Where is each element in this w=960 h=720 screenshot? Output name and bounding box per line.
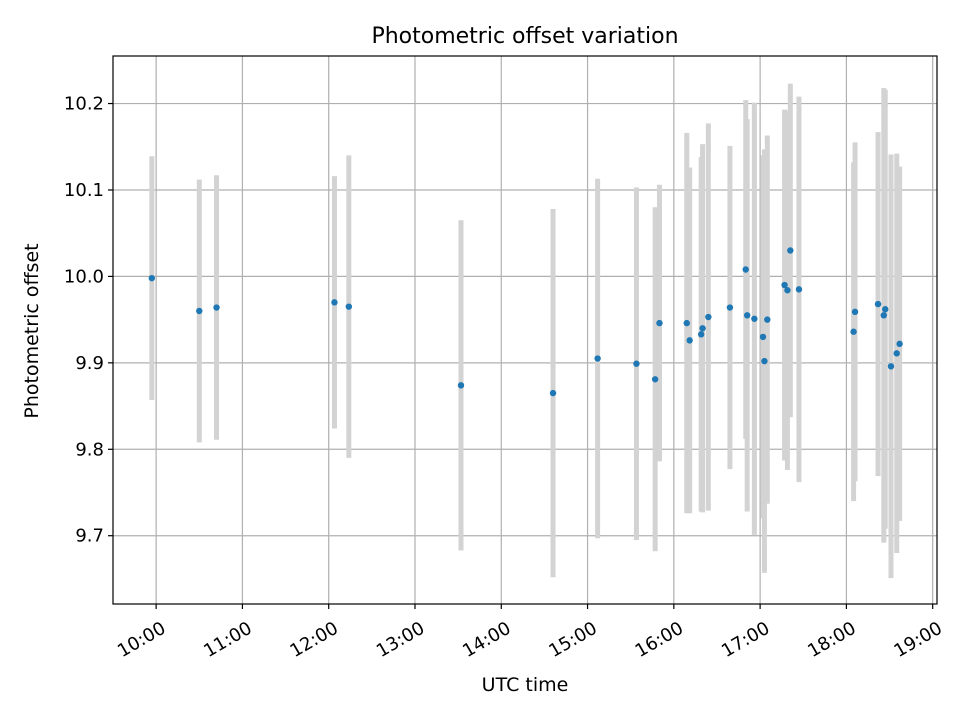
data-point <box>874 300 882 308</box>
data-point <box>787 247 794 254</box>
data-point <box>213 304 220 311</box>
data-point <box>345 303 353 310</box>
grid <box>113 56 937 604</box>
data-point <box>893 350 900 357</box>
data-point <box>331 299 338 306</box>
data-point <box>795 286 803 293</box>
y-tick-label: 9.8 <box>75 439 104 460</box>
data-point <box>594 355 601 362</box>
data-point <box>781 281 788 289</box>
data-point <box>683 319 690 327</box>
y-tick-label: 10.0 <box>64 266 104 287</box>
data-point <box>742 266 749 273</box>
x-tick-label: 17:00 <box>718 618 773 662</box>
data-point <box>697 331 705 338</box>
axis-ticks: 10:00 11:00 12:00 13:00 14:00 15:00 16:00 17:00… <box>64 94 946 662</box>
x-tick-label: 19:00 <box>891 618 946 662</box>
data-point <box>850 328 857 335</box>
data-point <box>651 376 659 383</box>
data-point <box>196 307 203 315</box>
x-tick-label: 11:00 <box>200 618 255 662</box>
data-point <box>726 304 734 311</box>
x-tick-label: 14:00 <box>459 618 514 662</box>
x-tick-label: 13:00 <box>373 618 428 662</box>
x-tick-label: 18:00 <box>804 618 859 662</box>
data-point <box>705 313 712 321</box>
data-point <box>549 389 557 397</box>
y-axis-label: Photometric offset <box>21 243 43 418</box>
plot-frame <box>112 55 938 605</box>
data-point <box>751 315 758 322</box>
data-point <box>851 308 859 316</box>
data-point <box>633 360 640 367</box>
data-point <box>784 287 791 294</box>
x-tick-label: 15:00 <box>545 618 600 662</box>
y-tick-label: 9.7 <box>75 526 104 547</box>
data-point <box>457 382 465 389</box>
data-point <box>699 325 706 332</box>
data-point <box>759 333 767 341</box>
y-tick-label: 10.1 <box>64 180 104 201</box>
data-point <box>880 312 887 319</box>
data-point <box>148 274 156 282</box>
data-point <box>686 337 693 344</box>
x-tick-label: 10:00 <box>114 618 169 662</box>
data-point <box>764 316 771 323</box>
data-point <box>887 363 895 370</box>
x-axis-label: UTC time <box>482 674 569 696</box>
chart-title: Photometric offset variation <box>371 24 678 49</box>
error-bars <box>149 83 903 579</box>
x-tick-label: 16:00 <box>632 618 687 662</box>
data-point <box>882 306 889 313</box>
data-points <box>148 247 903 397</box>
x-tick-label: 12:00 <box>287 618 342 662</box>
data-point <box>743 312 751 319</box>
data-point <box>896 340 903 348</box>
data-point <box>761 357 768 365</box>
data-point <box>656 319 663 327</box>
y-tick-label: 9.9 <box>75 353 104 374</box>
y-tick-label: 10.2 <box>64 94 104 115</box>
